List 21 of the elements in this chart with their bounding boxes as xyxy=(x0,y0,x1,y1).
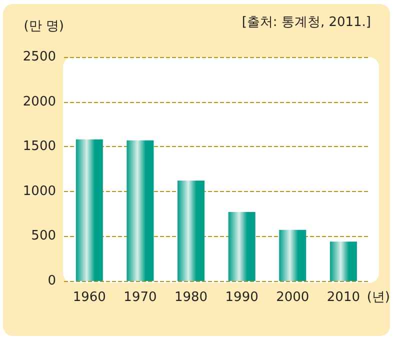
x-axis-title: (년) xyxy=(366,290,390,305)
y-tick-label: 2000 xyxy=(22,94,56,110)
x-tick-label: 1960 xyxy=(72,290,106,305)
y-tick-label: 1000 xyxy=(22,184,56,199)
bar xyxy=(228,212,256,281)
x-tick-label: 1990 xyxy=(225,290,258,305)
x-tick-label: 2010 xyxy=(326,290,360,305)
x-tick-label: 2000 xyxy=(276,290,310,305)
y-tick-label: 2500 xyxy=(22,50,56,64)
y-tick-label: 500 xyxy=(31,228,56,244)
y-axis-title: (만 명) xyxy=(24,19,64,34)
bar xyxy=(126,140,154,281)
text: [출처: 통계청, 2011.] xyxy=(242,15,372,30)
x-tick-label: 1980 xyxy=(174,290,208,305)
y-tick-label: 1500 xyxy=(22,139,56,154)
bar xyxy=(76,139,103,281)
x-tick-label: 1970 xyxy=(124,290,157,305)
y-tick-label: 0 xyxy=(48,274,56,288)
bar xyxy=(178,180,205,281)
bar xyxy=(279,230,306,281)
bar xyxy=(330,242,357,281)
